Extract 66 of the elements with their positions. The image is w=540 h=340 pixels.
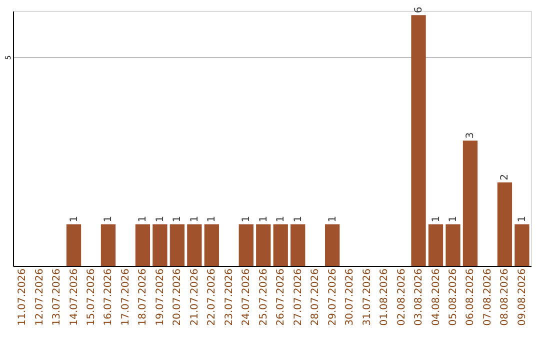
x-tick-label: 23.07.2026: [224, 268, 235, 326]
x-tick-label: 04.08.2026: [430, 268, 442, 326]
x-tick-label: 05.08.2026: [448, 268, 459, 326]
bar: [66, 224, 82, 266]
x-tick-label: 28.07.2026: [310, 268, 322, 326]
x-tick-label: 24.07.2026: [241, 268, 252, 326]
bar: [204, 224, 219, 266]
x-tick-label: 18.07.2026: [138, 268, 149, 326]
data-label: 1: [189, 216, 200, 222]
bar: [135, 224, 150, 266]
bar: [256, 224, 271, 266]
x-tick-label: 01.08.2026: [379, 268, 390, 326]
data-label: 1: [327, 216, 338, 222]
bar: [514, 224, 530, 266]
x-tick-label: 25.07.2026: [258, 268, 270, 326]
bar: [497, 182, 512, 266]
x-tick-label: 07.08.2026: [482, 268, 494, 326]
x-tick-label: 16.07.2026: [103, 268, 114, 326]
data-label: 1: [258, 216, 270, 222]
x-tick-label: 21.07.2026: [189, 268, 200, 326]
x-tick-label: 13.07.2026: [52, 268, 63, 326]
data-label: 1: [276, 216, 287, 222]
x-tick-label: 06.08.2026: [465, 268, 476, 326]
x-tick-label: 27.07.2026: [292, 268, 304, 326]
x-tick-label: 02.08.2026: [396, 268, 408, 326]
data-label: 6: [414, 6, 425, 14]
bar: [100, 224, 116, 266]
data-label: 1: [138, 216, 149, 222]
data-label: 2: [500, 174, 511, 180]
x-tick-label: 19.07.2026: [154, 268, 166, 326]
bar: [170, 224, 185, 266]
data-label: 1: [172, 216, 184, 222]
bar: [411, 15, 426, 266]
bar: [238, 224, 254, 266]
x-tick-label: 30.07.2026: [344, 268, 356, 326]
bar: [273, 224, 288, 266]
x-tick-label: 29.07.2026: [327, 268, 338, 326]
x-tick-label: 20.07.2026: [172, 268, 184, 326]
data-label: 1: [68, 216, 80, 222]
x-tick-label: 08.08.2026: [500, 268, 511, 326]
x-tick-label: 11.07.2026: [17, 268, 28, 326]
x-tick-label: 15.07.2026: [86, 268, 97, 326]
data-label: 1: [292, 216, 304, 222]
x-tick-label: 12.07.2026: [34, 268, 46, 326]
data-label: 3: [465, 132, 476, 139]
bar: [325, 224, 340, 266]
data-label: 1: [154, 216, 166, 222]
data-label: 1: [103, 216, 114, 222]
data-label: 1: [516, 216, 528, 222]
bar: [290, 224, 306, 266]
data-label: 1: [448, 216, 459, 222]
data-label: 1: [241, 216, 252, 222]
x-tick-label: 17.07.2026: [120, 268, 132, 326]
bar: [187, 224, 202, 266]
x-tick-label: 03.08.2026: [414, 268, 425, 326]
x-tick-label: 22.07.2026: [206, 268, 218, 326]
bar: [152, 224, 168, 266]
data-label: 1: [206, 216, 218, 222]
x-tick-label: 14.07.2026: [68, 268, 80, 326]
x-tick-label: 09.08.2026: [516, 268, 528, 326]
bar: [428, 224, 444, 266]
x-tick-label: 26.07.2026: [276, 268, 287, 326]
bar: [446, 224, 460, 266]
x-tick-label: 31.07.2026: [362, 268, 373, 326]
data-label: 1: [430, 216, 442, 222]
bar: [462, 140, 478, 266]
